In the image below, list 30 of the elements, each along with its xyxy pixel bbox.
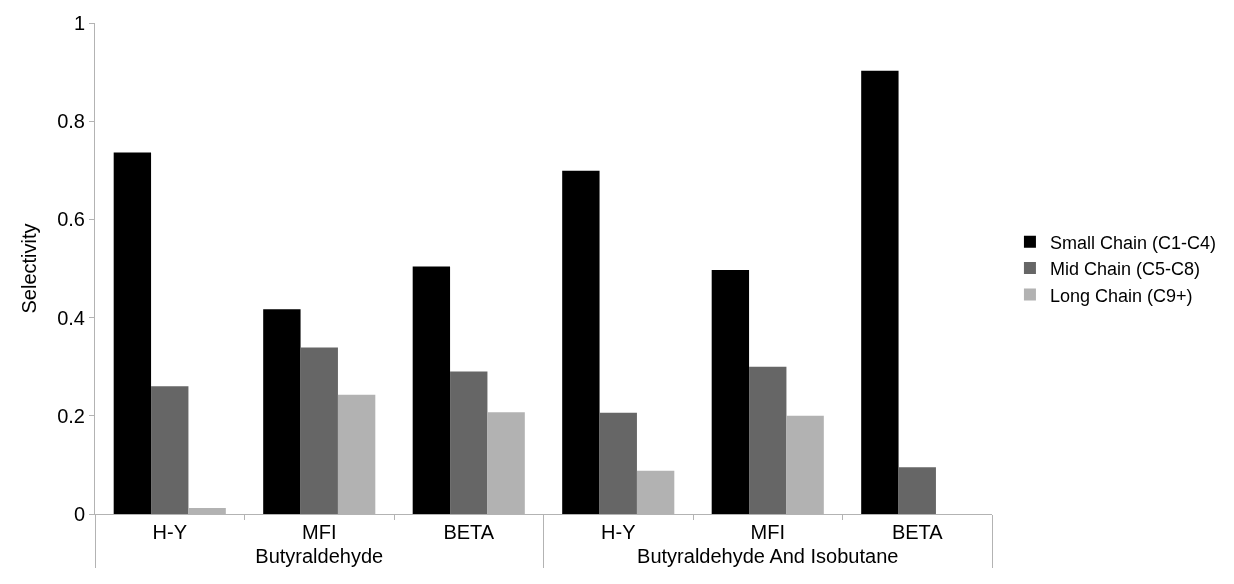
bar: [861, 70, 899, 514]
y-tick-label: 0.6: [57, 208, 85, 231]
legend-label: Mid Chain (C5-C8): [1049, 259, 1200, 280]
bar: [599, 412, 637, 514]
x-tick-label: MFI: [750, 521, 785, 543]
bar: [749, 366, 787, 514]
x-tick-label: H-Y: [601, 521, 636, 543]
bar: [412, 266, 451, 514]
y-axis-title: Selectivity: [17, 223, 40, 314]
bar: [562, 170, 600, 514]
legend-label: Long Chain (C9+): [1049, 285, 1193, 306]
y-tick-label: 0.8: [57, 110, 85, 133]
y-tick-label: 0.2: [57, 404, 85, 427]
x-tick-label: BETA: [443, 521, 495, 543]
bar: [300, 347, 338, 514]
text: Butyraldehyde And Isobutane: [637, 545, 899, 567]
bar: [263, 309, 301, 514]
y-tick-label: 1: [73, 12, 85, 34]
x-tick-label: H-Y: [152, 521, 187, 543]
bar: [898, 467, 936, 514]
x-tick-label: BETA: [891, 521, 944, 543]
bar: [711, 269, 750, 514]
legend-label: Small Chain (C1-C4): [1049, 232, 1216, 253]
bar: [113, 152, 152, 514]
x-tick-label: MFI: [302, 521, 337, 543]
bar: [450, 371, 488, 514]
y-tick-label: 0.4: [57, 306, 85, 329]
y-tick-label: 0: [73, 503, 85, 525]
text: Butyraldehyde: [255, 545, 384, 567]
bar: [151, 386, 189, 514]
